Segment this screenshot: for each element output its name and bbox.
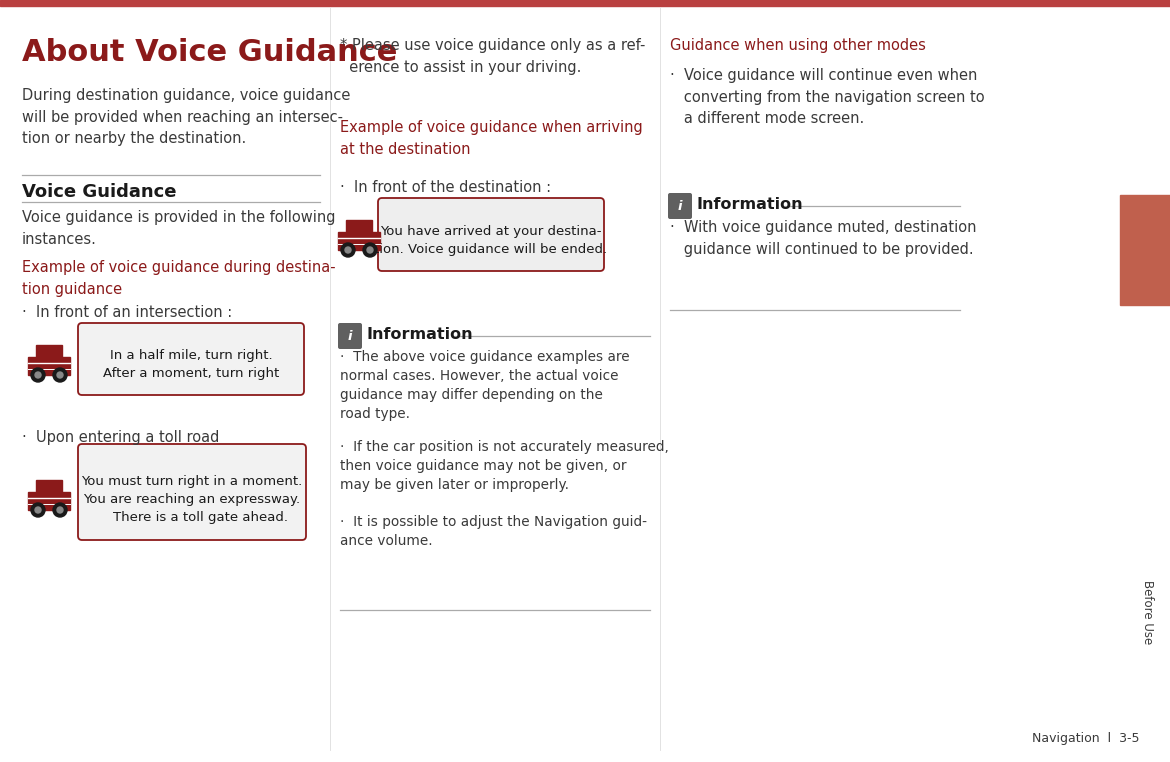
Text: ·  In front of an intersection :: · In front of an intersection : — [22, 305, 233, 320]
Text: ·  Voice guidance will continue even when
   converting from the navigation scre: · Voice guidance will continue even when… — [670, 68, 985, 126]
Circle shape — [363, 243, 377, 257]
Text: ·  In front of the destination :: · In front of the destination : — [340, 180, 551, 195]
Text: In a half mile, turn right.
After a moment, turn right: In a half mile, turn right. After a mome… — [103, 350, 280, 380]
Text: Information: Information — [696, 197, 803, 212]
Text: You must turn right in a moment.
You are reaching an expressway.
    There is a : You must turn right in a moment. You are… — [82, 475, 303, 524]
Text: Example of voice guidance during destina-
tion guidance: Example of voice guidance during destina… — [22, 260, 336, 296]
Circle shape — [35, 372, 41, 378]
Text: ·  Upon entering a toll road: · Upon entering a toll road — [22, 430, 220, 445]
Circle shape — [35, 507, 41, 513]
Text: * Please use voice guidance only as a ref-
  erence to assist in your driving.: * Please use voice guidance only as a re… — [340, 38, 646, 75]
Text: Navigation  l  3-5: Navigation l 3-5 — [1032, 732, 1140, 745]
Bar — [338, 232, 380, 250]
Circle shape — [340, 243, 355, 257]
FancyBboxPatch shape — [78, 323, 304, 395]
Text: i: i — [347, 329, 352, 342]
Text: i: i — [677, 200, 682, 213]
Bar — [1120, 195, 1170, 305]
Text: Information: Information — [366, 327, 473, 342]
Bar — [36, 345, 62, 359]
FancyBboxPatch shape — [378, 198, 604, 271]
Text: Example of voice guidance when arriving
at the destination: Example of voice guidance when arriving … — [340, 120, 642, 157]
Text: ·  The above voice guidance examples are
normal cases. However, the actual voice: · The above voice guidance examples are … — [340, 350, 629, 421]
Circle shape — [57, 372, 63, 378]
Circle shape — [53, 503, 67, 517]
FancyBboxPatch shape — [78, 444, 307, 540]
Text: Guidance when using other modes: Guidance when using other modes — [670, 38, 925, 53]
Text: ·  With voice guidance muted, destination
   guidance will continued to be provi: · With voice guidance muted, destination… — [670, 220, 977, 257]
Text: Voice Guidance: Voice Guidance — [22, 183, 177, 201]
Text: ·  If the car position is not accurately measured,
then voice guidance may not b: · If the car position is not accurately … — [340, 440, 669, 492]
FancyBboxPatch shape — [668, 193, 691, 219]
Circle shape — [53, 368, 67, 382]
Bar — [0, 0, 1170, 6]
Bar — [28, 492, 70, 510]
Text: You have arrived at your destina-
tion. Voice guidance will be ended.: You have arrived at your destina- tion. … — [374, 225, 607, 255]
Circle shape — [30, 503, 44, 517]
Circle shape — [57, 507, 63, 513]
Bar — [346, 220, 372, 234]
Text: During destination guidance, voice guidance
will be provided when reaching an in: During destination guidance, voice guida… — [22, 88, 350, 146]
Text: ·  It is possible to adjust the Navigation guid-
ance volume.: · It is possible to adjust the Navigatio… — [340, 515, 647, 548]
Circle shape — [367, 247, 373, 253]
Circle shape — [345, 247, 351, 253]
FancyBboxPatch shape — [338, 323, 362, 349]
Text: Voice guidance is provided in the following
instances.: Voice guidance is provided in the follow… — [22, 210, 336, 247]
Text: About Voice Guidance: About Voice Guidance — [22, 38, 398, 67]
Circle shape — [30, 368, 44, 382]
Bar — [36, 480, 62, 494]
Text: Before Use: Before Use — [1142, 580, 1155, 644]
Bar — [28, 357, 70, 375]
